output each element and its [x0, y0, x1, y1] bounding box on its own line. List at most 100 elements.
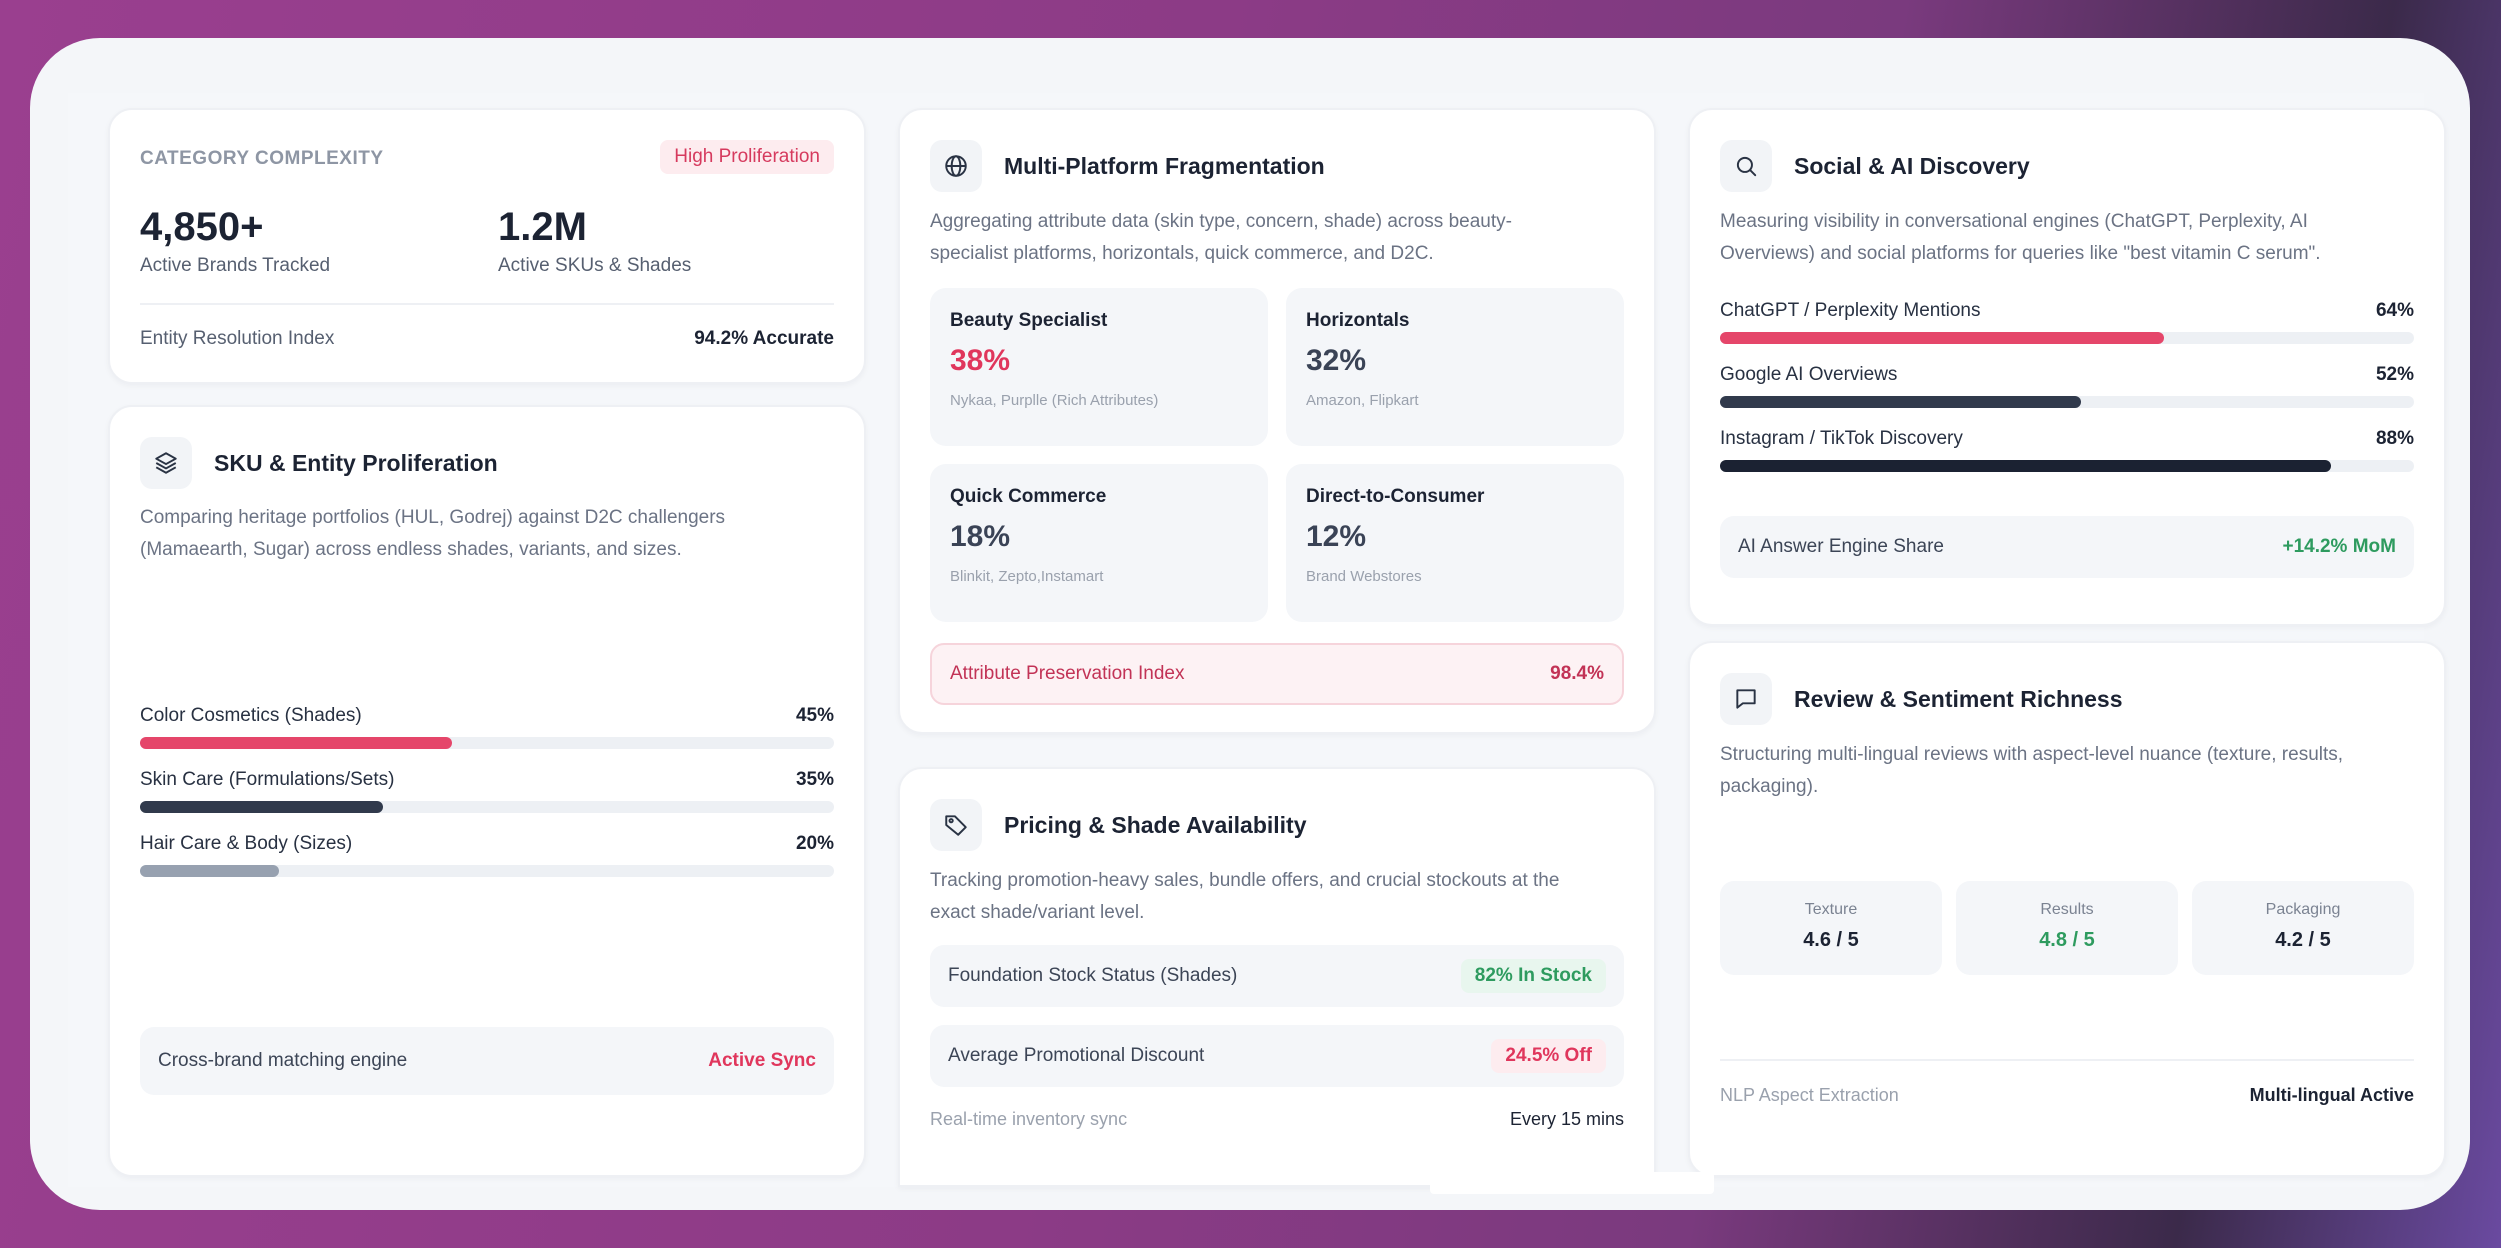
platform-desc-line-1: Aggregating attribute data (skin type, c…	[930, 211, 1512, 232]
attribute-preservation-value: 98.4%	[1550, 663, 1604, 684]
brands-tracked-label: Active Brands Tracked	[140, 255, 331, 276]
bar-percent: 64%	[2375, 300, 2414, 321]
review-title: Review & Sentiment Richness	[1794, 685, 2123, 712]
bar-label: Google AI Overviews	[1720, 364, 1898, 385]
tag-icon	[930, 799, 982, 851]
progress-fill	[1720, 332, 2165, 344]
progress-fill	[1720, 396, 2081, 408]
sku-description: Comparing heritage portfolios (HUL, Godr…	[140, 502, 725, 566]
platform-description: Aggregating attribute data (skin type, c…	[930, 206, 1512, 270]
box-title: Horizontals	[1306, 310, 1410, 331]
bar-skin-care: Skin Care (Formulations/Sets) 35%	[140, 769, 834, 813]
category-label: CATEGORY COMPLEXITY	[140, 148, 384, 169]
social-description: Measuring visibility in conversational e…	[1720, 206, 2321, 270]
bar-label: Hair Care & Body (Sizes)	[140, 833, 353, 854]
sku-proliferation-card: SKU & Entity Proliferation Comparing her…	[108, 405, 866, 1177]
nlp-extraction-label: NLP Aspect Extraction	[1720, 1085, 1899, 1105]
progress-fill	[140, 737, 453, 749]
divider	[1720, 1059, 2414, 1061]
review-desc-line-1: Structuring multi-lingual reviews with a…	[1720, 744, 2344, 765]
platform-fragmentation-card: Multi-Platform Fragmentation Aggregating…	[898, 108, 1656, 734]
progress-fill	[140, 801, 383, 813]
aspect-score: 4.6 / 5	[1803, 929, 1859, 951]
platform-horizontals: Horizontals 32% Amazon, Flipkart	[1286, 288, 1624, 446]
box-value: 38%	[950, 344, 1011, 377]
review-description: Structuring multi-lingual reviews with a…	[1720, 739, 2343, 803]
box-title: Direct-to-Consumer	[1306, 486, 1485, 507]
divider	[140, 303, 834, 305]
progress-fill	[140, 865, 279, 877]
aspect-results: Results 4.8 / 5	[1956, 881, 2178, 975]
globe-icon	[930, 140, 982, 192]
aspect-label: Packaging	[2265, 901, 2341, 918]
search-icon	[1720, 140, 1772, 192]
social-desc-line-1: Measuring visibility in conversational e…	[1720, 211, 2308, 232]
platform-title: Multi-Platform Fragmentation	[1004, 152, 1325, 179]
promo-discount-row: Average Promotional Discount 24.5% Off	[930, 1025, 1624, 1087]
entity-resolution-value: 94.2% Accurate	[694, 328, 834, 349]
review-desc-line-2: packaging).	[1720, 776, 1819, 797]
pricing-description: Tracking promotion-heavy sales, bundle o…	[930, 865, 1559, 929]
box-title: Beauty Specialist	[950, 310, 1108, 331]
ai-answer-share-row: AI Answer Engine Share +14.2% MoM	[1720, 516, 2414, 578]
aspect-texture: Texture 4.6 / 5	[1720, 881, 1942, 975]
bar-label: Color Cosmetics (Shades)	[140, 705, 362, 726]
box-value: 12%	[1306, 520, 1367, 553]
layers-icon	[140, 437, 192, 489]
foundation-stock-label: Foundation Stock Status (Shades)	[948, 965, 1238, 986]
box-value: 18%	[950, 520, 1011, 553]
ai-answer-share-label: AI Answer Engine Share	[1738, 536, 1944, 557]
brands-tracked-value: 4,850+	[140, 205, 264, 249]
cross-brand-label: Cross-brand matching engine	[158, 1050, 408, 1071]
pricing-desc-line-1: Tracking promotion-heavy sales, bundle o…	[930, 870, 1560, 891]
bar-google-ai-overviews: Google AI Overviews 52%	[1720, 364, 2414, 408]
pricing-availability-card: Pricing & Shade Availability Tracking pr…	[898, 767, 1656, 1187]
in-stock-badge: 82% In Stock	[1460, 959, 1606, 993]
dashboard-canvas: CATEGORY COMPLEXITY High Proliferation 4…	[68, 93, 2446, 1187]
scroll-indicator	[1430, 1172, 1714, 1194]
platform-quick-commerce: Quick Commerce 18% Blinkit, Zepto,Instam…	[930, 464, 1268, 622]
aspect-packaging: Packaging 4.2 / 5	[2192, 881, 2414, 975]
bar-percent: 35%	[795, 769, 834, 790]
bar-percent: 88%	[2375, 428, 2414, 449]
foundation-stock-row: Foundation Stock Status (Shades) 82% In …	[930, 945, 1624, 1007]
pricing-title: Pricing & Shade Availability	[1004, 811, 1307, 838]
box-subtitle: Amazon, Flipkart	[1306, 392, 1419, 409]
ai-answer-share-value: +14.2% MoM	[2282, 536, 2396, 557]
cross-brand-engine-row: Cross-brand matching engine Active Sync	[140, 1027, 834, 1095]
bar-percent: 45%	[795, 705, 834, 726]
box-title: Quick Commerce	[950, 486, 1107, 507]
social-desc-line-2: Overviews) and social platforms for quer…	[1720, 243, 2321, 264]
promo-discount-label: Average Promotional Discount	[948, 1045, 1205, 1066]
entity-resolution-label: Entity Resolution Index	[140, 328, 335, 349]
sku-desc-line-2: (Mamaearth, Sugar) across endless shades…	[140, 539, 682, 560]
skus-value: 1.2M	[498, 205, 587, 249]
platform-desc-line-2: specialist platforms, horizontals, quick…	[930, 243, 1434, 264]
aspect-score: 4.2 / 5	[2275, 929, 2331, 951]
bar-percent: 52%	[2375, 364, 2414, 385]
attribute-preservation-label: Attribute Preservation Index	[950, 663, 1185, 684]
attribute-preservation-row: Attribute Preservation Index 98.4%	[930, 643, 1624, 705]
bar-label: ChatGPT / Perplexity Mentions	[1720, 300, 1981, 321]
inventory-sync-label: Real-time inventory sync	[930, 1109, 1128, 1129]
box-subtitle: Nykaa, Purplle (Rich Attributes)	[950, 392, 1159, 409]
nlp-extraction-value: Multi-lingual Active	[2249, 1085, 2414, 1105]
review-sentiment-card: Review & Sentiment Richness Structuring …	[1688, 641, 2446, 1177]
high-proliferation-badge: High Proliferation	[660, 140, 834, 174]
bar-instagram-tiktok: Instagram / TikTok Discovery 88%	[1720, 428, 2414, 472]
category-complexity-card: CATEGORY COMPLEXITY High Proliferation 4…	[108, 108, 866, 384]
aspect-label: Texture	[1804, 901, 1858, 918]
discount-badge: 24.5% Off	[1491, 1039, 1606, 1073]
chat-bubble-icon	[1720, 673, 1772, 725]
platform-beauty-specialist: Beauty Specialist 38% Nykaa, Purplle (Ri…	[930, 288, 1268, 446]
box-value: 32%	[1306, 344, 1367, 377]
skus-label: Active SKUs & Shades	[498, 255, 692, 276]
bar-label: Skin Care (Formulations/Sets)	[140, 769, 395, 790]
aspect-score: 4.8 / 5	[2039, 929, 2095, 951]
sku-desc-line-1: Comparing heritage portfolios (HUL, Godr…	[140, 507, 726, 528]
pricing-desc-line-2: exact shade/variant level.	[930, 902, 1145, 923]
bar-percent: 20%	[795, 833, 834, 854]
box-subtitle: Blinkit, Zepto,Instamart	[950, 568, 1104, 585]
bar-color-cosmetics: Color Cosmetics (Shades) 45%	[140, 705, 834, 749]
progress-fill	[1720, 460, 2331, 472]
